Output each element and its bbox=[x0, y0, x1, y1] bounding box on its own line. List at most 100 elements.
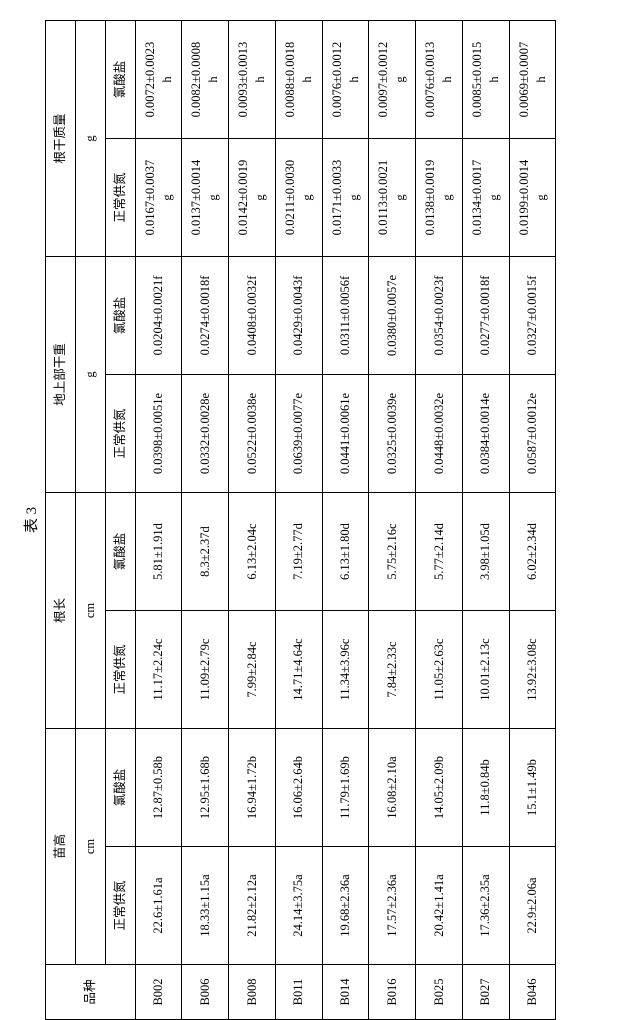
table-caption: 表 3 bbox=[20, 20, 41, 1020]
table-row: B00821.82±2.12a16.94±1.72b7.99±2.84c6.13… bbox=[229, 21, 276, 1020]
header-unit-0: cm bbox=[75, 729, 105, 965]
cell-value: 0.0429±0.0043f bbox=[275, 257, 322, 375]
table-row: B00222.6±1.61a12.87±0.58b11.17±2.24c5.81… bbox=[135, 21, 182, 1020]
cell-value: 0.0082±0.0008h bbox=[182, 21, 229, 139]
cell-variety: B014 bbox=[322, 965, 369, 1020]
cell-value: 0.0088±0.0018h bbox=[275, 21, 322, 139]
cell-value: 0.0167±0.0037g bbox=[135, 139, 182, 257]
header-group-1: 根长 bbox=[46, 493, 76, 729]
cell-value: 0.0384±0.0014e bbox=[462, 375, 509, 493]
cell-value: 7.99±2.84c bbox=[229, 611, 276, 729]
cell-value: 0.0332±0.0028e bbox=[182, 375, 229, 493]
header-group-2: 地上部干重 bbox=[46, 257, 76, 493]
cell-variety: B025 bbox=[416, 965, 463, 1020]
cell-value: 7.84±2.33c bbox=[369, 611, 416, 729]
header-group-0: 苗高 bbox=[46, 729, 76, 965]
cell-value: 13.92±3.08c bbox=[509, 611, 556, 729]
cell-value: 17.57±2.36a bbox=[369, 847, 416, 965]
table-row: B04622.9±2.06a15.1±1.49b13.92±3.08c6.02±… bbox=[509, 21, 556, 1020]
cell-value: 0.0639±0.0077e bbox=[275, 375, 322, 493]
cell-variety: B006 bbox=[182, 965, 229, 1020]
header-sub-1a: 正常供氮 bbox=[105, 611, 135, 729]
cell-value: 0.0448±0.0032e bbox=[416, 375, 463, 493]
cell-value: 0.0093±0.0013h bbox=[229, 21, 276, 139]
cell-value: 11.09±2.79c bbox=[182, 611, 229, 729]
header-sub-0b: 氯酸盐 bbox=[105, 729, 135, 847]
cell-value: 21.82±2.12a bbox=[229, 847, 276, 965]
cell-value: 0.0204±0.0021f bbox=[135, 257, 182, 375]
cell-value: 16.06±2.64b bbox=[275, 729, 322, 847]
cell-value: 14.05±2.09b bbox=[416, 729, 463, 847]
cell-value: 6.13±2.04c bbox=[229, 493, 276, 611]
table-row: B01617.57±2.36a16.08±2.10a7.84±2.33c5.75… bbox=[369, 21, 416, 1020]
cell-value: 11.05±2.63c bbox=[416, 611, 463, 729]
table-row: B02717.36±2.35a11.8±0.84b10.01±2.13c3.98… bbox=[462, 21, 509, 1020]
cell-value: 6.13±1.80d bbox=[322, 493, 369, 611]
cell-value: 0.0085±0.0015h bbox=[462, 21, 509, 139]
cell-value: 0.0277±0.0018f bbox=[462, 257, 509, 375]
header-row-1: 品种 苗高 根长 地上部干重 根干质量 bbox=[46, 21, 76, 1020]
cell-value: 5.77±2.14d bbox=[416, 493, 463, 611]
cell-value: 0.0325±0.0039e bbox=[369, 375, 416, 493]
header-variety: 品种 bbox=[46, 965, 136, 1020]
cell-value: 6.02±2.34d bbox=[509, 493, 556, 611]
cell-value: 0.0076±0.0012h bbox=[322, 21, 369, 139]
header-sub-3b: 氯酸盐 bbox=[105, 21, 135, 139]
cell-value: 11.79±1.69b bbox=[322, 729, 369, 847]
cell-value: 12.95±1.68b bbox=[182, 729, 229, 847]
cell-variety: B027 bbox=[462, 965, 509, 1020]
table-row: B02520.42±1.41a14.05±2.09b11.05±2.63c5.7… bbox=[416, 21, 463, 1020]
cell-variety: B046 bbox=[509, 965, 556, 1020]
cell-value: 0.0441±0.0061e bbox=[322, 375, 369, 493]
cell-value: 18.33±1.15a bbox=[182, 847, 229, 965]
header-sub-0a: 正常供氮 bbox=[105, 847, 135, 965]
cell-value: 15.1±1.49b bbox=[509, 729, 556, 847]
header-row-2: cm cm g g bbox=[75, 21, 105, 1020]
cell-value: 0.0138±0.0019g bbox=[416, 139, 463, 257]
table-row: B01124.14±3.75a16.06±2.64b14.71±4.64c7.1… bbox=[275, 21, 322, 1020]
cell-variety: B008 bbox=[229, 965, 276, 1020]
cell-value: 0.0587±0.0012e bbox=[509, 375, 556, 493]
cell-value: 7.19±2.77d bbox=[275, 493, 322, 611]
header-sub-1b: 氯酸盐 bbox=[105, 493, 135, 611]
cell-value: 10.01±2.13c bbox=[462, 611, 509, 729]
header-sub-3a: 正常供氮 bbox=[105, 139, 135, 257]
cell-value: 22.9±2.06a bbox=[509, 847, 556, 965]
cell-value: 0.0142±0.0019g bbox=[229, 139, 276, 257]
cell-value: 16.08±2.10a bbox=[369, 729, 416, 847]
cell-value: 0.0199±0.0014g bbox=[509, 139, 556, 257]
cell-value: 11.8±0.84b bbox=[462, 729, 509, 847]
cell-value: 0.0311±0.0056f bbox=[322, 257, 369, 375]
cell-variety: B011 bbox=[275, 965, 322, 1020]
cell-value: 0.0274±0.0018f bbox=[182, 257, 229, 375]
header-group-3: 根干质量 bbox=[46, 21, 76, 257]
table-row: B00618.33±1.15a12.95±1.68b11.09±2.79c8.3… bbox=[182, 21, 229, 1020]
data-table: 品种 苗高 根长 地上部干重 根干质量 cm cm g g 正常供氮 氯酸盐 正… bbox=[45, 20, 556, 1020]
cell-value: 0.0211±0.0030g bbox=[275, 139, 322, 257]
cell-value: 0.0072±0.0023h bbox=[135, 21, 182, 139]
header-unit-1: cm bbox=[75, 493, 105, 729]
table-body: B00222.6±1.61a12.87±0.58b11.17±2.24c5.81… bbox=[135, 21, 556, 1020]
cell-value: 11.17±2.24c bbox=[135, 611, 182, 729]
cell-value: 3.98±1.05d bbox=[462, 493, 509, 611]
cell-value: 0.0134±0.0017g bbox=[462, 139, 509, 257]
cell-value: 0.0398±0.0051e bbox=[135, 375, 182, 493]
cell-value: 5.75±2.16c bbox=[369, 493, 416, 611]
cell-variety: B016 bbox=[369, 965, 416, 1020]
cell-value: 5.81±1.91d bbox=[135, 493, 182, 611]
cell-value: 24.14±3.75a bbox=[275, 847, 322, 965]
cell-value: 19.68±2.36a bbox=[322, 847, 369, 965]
cell-value: 0.0380±0.0057e bbox=[369, 257, 416, 375]
cell-value: 0.0097±0.0012g bbox=[369, 21, 416, 139]
cell-value: 0.0113±0.0021g bbox=[369, 139, 416, 257]
cell-value: 0.0327±0.0015f bbox=[509, 257, 556, 375]
header-row-3: 正常供氮 氯酸盐 正常供氮 氯酸盐 正常供氮 氯酸盐 正常供氮 氯酸盐 bbox=[105, 21, 135, 1020]
cell-value: 8.3±2.37d bbox=[182, 493, 229, 611]
cell-value: 20.42±1.41a bbox=[416, 847, 463, 965]
cell-value: 0.0171±0.0033g bbox=[322, 139, 369, 257]
header-unit-3: g bbox=[75, 21, 105, 257]
cell-value: 17.36±2.35a bbox=[462, 847, 509, 965]
cell-value: 12.87±0.58b bbox=[135, 729, 182, 847]
cell-value: 0.0076±0.0013h bbox=[416, 21, 463, 139]
cell-value: 0.0354±0.0023f bbox=[416, 257, 463, 375]
